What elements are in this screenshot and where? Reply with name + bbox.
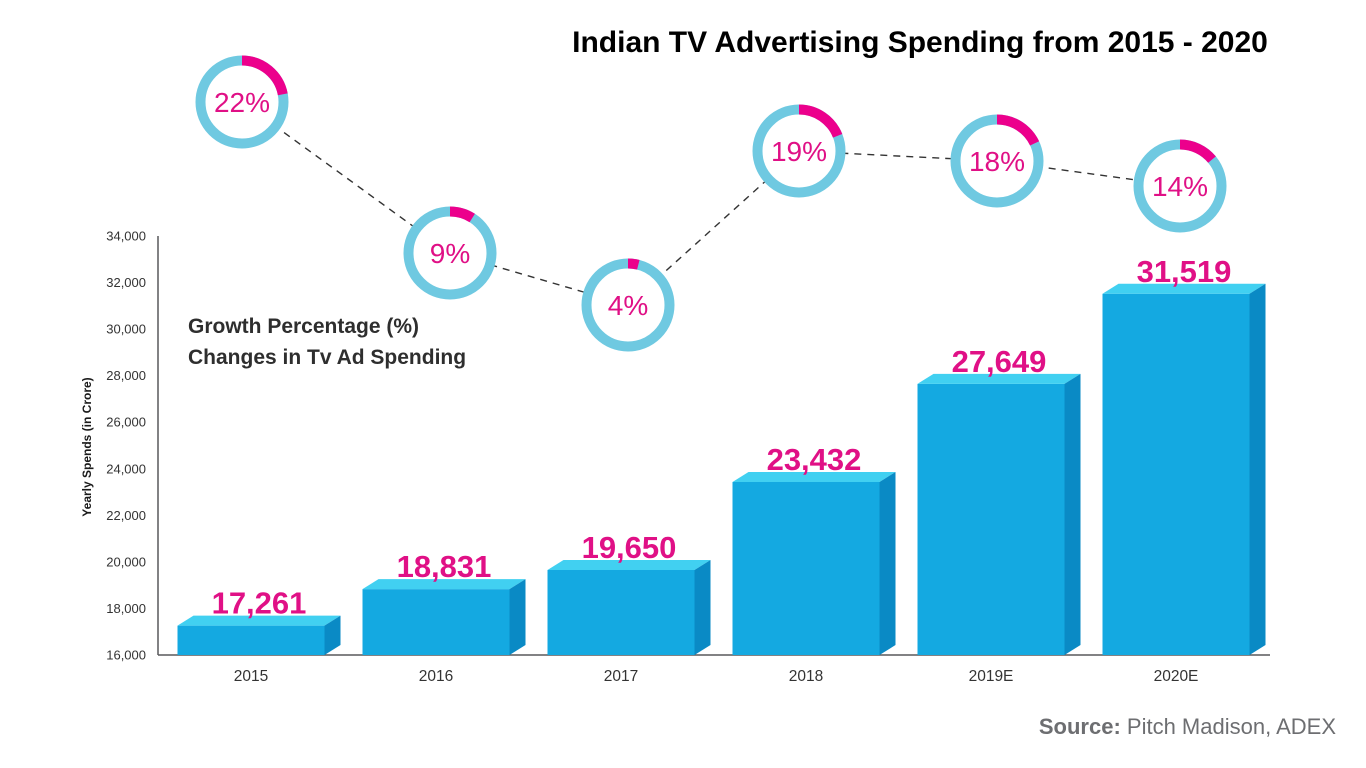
y-tick-label: 20,000 [106, 554, 146, 569]
growth-arc-2016 [403, 206, 497, 300]
bar-value-label-2020E: 31,519 [1137, 254, 1232, 289]
x-tick-label-2016: 2016 [419, 668, 453, 685]
bar-front-2018 [732, 481, 880, 655]
x-tick-label-2015: 2015 [234, 668, 268, 685]
y-tick-label: 16,000 [106, 648, 146, 663]
source-label: Source: [1038, 714, 1121, 739]
growth-dashed-line [241, 101, 1181, 306]
growth-arc-2020E [1133, 139, 1227, 233]
bar-front-2017 [547, 570, 695, 655]
x-tick-label-2018: 2018 [789, 668, 823, 685]
growth-annotation-line1: Growth Percentage (%) [188, 315, 420, 338]
x-tick-label-2019E: 2019E [969, 668, 1014, 685]
y-tick-label: 18,000 [106, 601, 146, 616]
bar-value-label-2016: 18,831 [397, 549, 492, 584]
y-tick-label: 22,000 [106, 508, 146, 523]
growth-arc-2015 [195, 55, 289, 149]
y-tick-label: 32,000 [106, 275, 146, 290]
bar-top-2020E [1102, 283, 1266, 294]
growth-pct-label-2020E: 14% [1152, 171, 1208, 202]
bar-value-label-2015: 17,261 [212, 586, 307, 621]
growth-annotation: Growth Percentage (%) Changes in Tv Ad S… [188, 311, 466, 373]
bar-value-label-2019E: 27,649 [952, 344, 1047, 379]
growth-arc-2018 [752, 104, 846, 198]
bar-front-2016 [362, 589, 510, 655]
growth-pct-label-2019E: 18% [969, 146, 1025, 177]
bar-front-2015 [177, 625, 325, 655]
bar-side-2018 [879, 471, 896, 655]
bar-value-label-2018: 23,432 [767, 442, 862, 477]
growth-pct-label-2016: 9% [430, 238, 470, 269]
bar-top-2015 [177, 615, 341, 626]
bar-top-2018 [732, 471, 896, 482]
bar-front-2019E [917, 383, 1065, 655]
bar-top-2017 [547, 560, 711, 571]
growth-annotation-line2: Changes in Tv Ad Spending [188, 346, 467, 369]
y-tick-label: 28,000 [106, 368, 146, 383]
y-tick-label: 34,000 [106, 229, 146, 244]
y-tick-label: 30,000 [106, 322, 146, 337]
bar-side-2016 [509, 579, 526, 655]
bar-side-2015 [324, 615, 341, 655]
x-tick-label-2017: 2017 [604, 668, 638, 685]
bar-side-2017 [694, 560, 711, 655]
bar-side-2019E [1064, 373, 1081, 655]
growth-arc-2019E [950, 114, 1044, 208]
chart-title: Indian TV Advertising Spending from 2015… [572, 26, 1268, 59]
source-text: Pitch Madison, ADEX [1120, 714, 1336, 739]
bar-front-2020E [1102, 293, 1250, 655]
source-line: Source: Pitch Madison, ADEX [1039, 714, 1336, 740]
bar-top-2016 [362, 579, 526, 590]
growth-arc-2017 [581, 258, 675, 352]
bar-value-label-2017: 19,650 [582, 530, 677, 565]
y-tick-label: 24,000 [106, 461, 146, 476]
bar-side-2020E [1249, 283, 1266, 655]
y-tick-label: 26,000 [106, 415, 146, 430]
growth-pct-label-2018: 19% [771, 136, 827, 167]
x-tick-label-2020E: 2020E [1154, 668, 1199, 685]
bar-top-2019E [917, 373, 1081, 384]
growth-pct-label-2015: 22% [214, 87, 270, 118]
growth-pct-label-2017: 4% [608, 290, 648, 321]
